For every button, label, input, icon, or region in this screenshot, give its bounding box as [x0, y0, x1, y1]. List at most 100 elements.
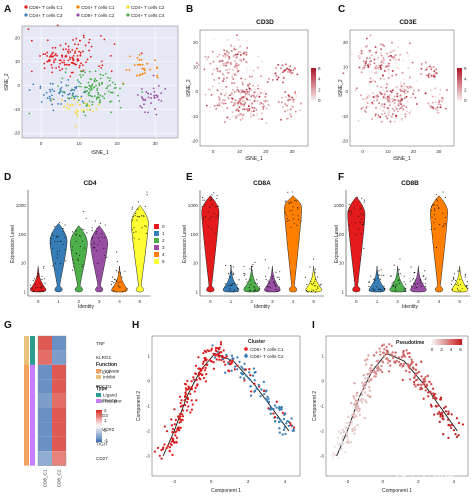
data-point	[250, 115, 253, 118]
data-point	[82, 74, 84, 76]
data-point	[374, 375, 377, 378]
data-point	[342, 430, 346, 434]
data-point	[224, 283, 226, 285]
data-point	[356, 406, 359, 410]
data-point	[373, 289, 375, 291]
x-tick-label: 4	[438, 299, 441, 304]
data-point	[59, 88, 62, 91]
colorbar-segment	[311, 80, 316, 83]
data-point	[72, 92, 74, 95]
data-point	[212, 60, 215, 63]
data-point	[399, 101, 402, 103]
y-tick-label: 100	[190, 232, 198, 237]
colorbar-label: 0	[104, 428, 107, 433]
data-point	[231, 97, 234, 100]
data-point	[119, 281, 121, 283]
data-point	[320, 283, 322, 285]
data-point	[435, 198, 437, 200]
legend-swatch	[154, 231, 159, 236]
x-tick-label: 5	[139, 299, 142, 304]
data-point	[374, 46, 377, 48]
data-point	[416, 383, 419, 387]
data-point	[401, 378, 404, 382]
data-point	[408, 85, 411, 88]
data-point	[348, 425, 351, 429]
data-point	[423, 380, 427, 383]
data-point	[287, 191, 289, 193]
data-point	[72, 59, 74, 61]
data-point	[399, 282, 401, 284]
data-point	[67, 52, 70, 54]
data-point	[445, 89, 448, 92]
data-point	[380, 48, 383, 51]
data-point	[97, 262, 99, 264]
data-point	[289, 69, 292, 72]
data-point	[455, 417, 459, 420]
data-point	[364, 62, 367, 65]
data-point	[72, 71, 74, 74]
data-point	[230, 369, 233, 372]
data-point	[255, 387, 258, 390]
data-point	[64, 100, 67, 102]
panel-a-tsne-clusters: CD8+ T cells C1 CD4+ T cells C1 CD4+ T c…	[4, 2, 179, 156]
data-point	[259, 92, 262, 94]
data-point	[77, 258, 79, 260]
data-point	[65, 84, 68, 87]
data-point	[364, 391, 367, 394]
data-point	[70, 61, 73, 64]
data-point	[54, 263, 56, 265]
data-point	[136, 219, 138, 221]
data-point	[242, 52, 245, 55]
data-point	[202, 351, 205, 355]
data-point	[379, 43, 382, 46]
data-point	[439, 103, 442, 106]
data-point	[258, 90, 261, 93]
data-point	[246, 90, 249, 93]
data-point	[82, 240, 84, 242]
data-point	[363, 416, 366, 420]
data-point	[436, 109, 439, 112]
data-point	[88, 70, 91, 73]
data-point	[118, 286, 120, 288]
data-point	[283, 412, 287, 415]
data-point	[258, 94, 261, 97]
data-point	[232, 291, 235, 293]
data-point	[390, 354, 394, 357]
data-point	[264, 92, 267, 95]
data-point	[75, 252, 78, 254]
panel-e-ylabel: Expression Level	[182, 225, 188, 263]
data-point	[239, 45, 242, 48]
data-point	[225, 264, 227, 267]
data-point	[292, 426, 296, 429]
data-point	[226, 54, 229, 57]
data-point	[137, 208, 139, 210]
data-point	[356, 87, 358, 90]
data-point	[406, 110, 409, 113]
panel-d-title: CD4	[83, 180, 96, 187]
data-point	[99, 34, 102, 37]
data-point	[266, 81, 269, 84]
data-point	[67, 64, 70, 66]
data-point	[225, 353, 228, 357]
data-point	[51, 232, 53, 234]
data-point	[365, 401, 368, 404]
data-point	[138, 238, 140, 240]
data-point	[344, 426, 347, 429]
data-point	[78, 254, 80, 256]
data-point	[346, 436, 349, 439]
data-point	[437, 103, 440, 106]
data-point	[262, 380, 266, 384]
data-point	[306, 289, 308, 292]
colorbar-segment	[311, 68, 316, 71]
data-point	[225, 92, 227, 95]
data-point	[457, 284, 460, 286]
data-point	[277, 420, 281, 424]
x-tick-label: 4	[284, 479, 287, 484]
data-point	[171, 430, 174, 434]
data-point	[439, 106, 442, 109]
data-point	[273, 275, 275, 277]
data-point	[391, 284, 393, 286]
data-point	[404, 92, 406, 95]
data-point	[64, 236, 66, 238]
data-point	[245, 88, 248, 91]
